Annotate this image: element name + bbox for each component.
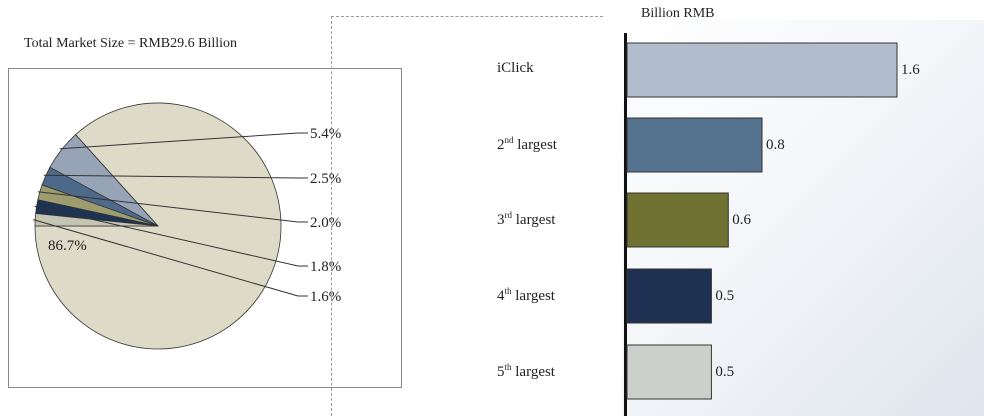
pie-leader-line: [59, 132, 308, 150]
bar-value-label: 1.6: [901, 62, 920, 78]
pie-slice-label: 86.7%: [48, 238, 87, 254]
bar-value-label: 0.6: [732, 212, 751, 228]
bar-value-label: 0.5: [715, 288, 734, 304]
bar: [626, 268, 712, 324]
pie-leader-line: [37, 191, 308, 223]
pie-leader-line: [34, 205, 308, 267]
pie-chart-frame: [8, 68, 402, 388]
bar: [626, 192, 729, 248]
pie-slice-label: 2.0%: [310, 215, 341, 231]
bar-category-label: 3rd largest: [497, 210, 556, 228]
bar-category-label: 4th largest: [497, 286, 555, 304]
bar-value-label: 0.8: [766, 137, 785, 153]
bar: [626, 42, 898, 98]
bar-axis: [624, 33, 627, 416]
dashed-divider-vertical: [331, 16, 332, 416]
bar-unit-label: Billion RMB: [641, 6, 715, 21]
pie-leader-line: [43, 174, 308, 179]
bar: [626, 117, 763, 173]
pie-chart-title: Total Market Size = RMB29.6 Billion: [24, 36, 238, 51]
pie-leader-line: [33, 219, 308, 297]
bar-category-label: iClick: [497, 60, 534, 76]
bar-value-label: 0.5: [715, 364, 734, 380]
pie-slice-label: 1.8%: [310, 259, 341, 275]
bar: [626, 344, 712, 400]
bar-category-label: 5th largest: [497, 362, 555, 380]
pie-slice-label: 5.4%: [310, 126, 341, 142]
pie-slice-label: 1.6%: [310, 289, 341, 305]
pie-slice-label: 2.5%: [310, 171, 341, 187]
dashed-divider-top: [331, 16, 603, 17]
bar-category-label: 2nd largest: [497, 135, 557, 153]
